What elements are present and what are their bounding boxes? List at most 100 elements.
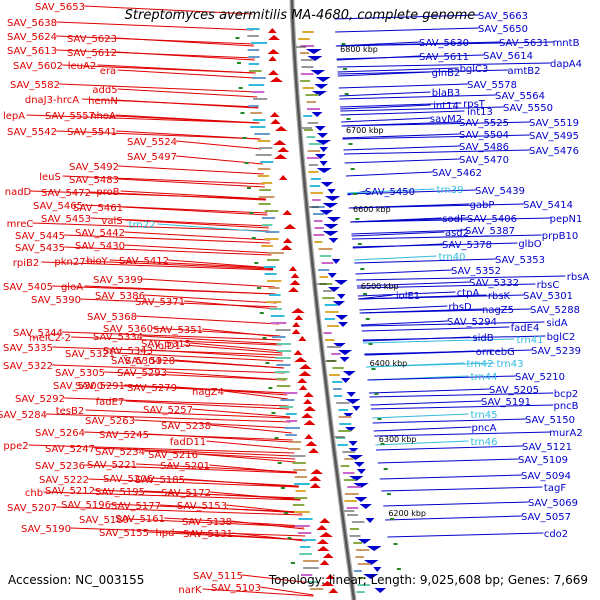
gene-label: SAV_5353 (495, 255, 545, 266)
connector-line (345, 171, 433, 177)
annotation-bar (268, 287, 280, 289)
forward-gene-arrow (268, 70, 279, 75)
gene-label: SAV_5263 (85, 416, 135, 427)
annotation-bar (261, 224, 273, 226)
connector-line (338, 83, 468, 89)
gene-label: SAV_5279 (127, 383, 177, 394)
annotation-bar (298, 38, 310, 40)
gene-label: iolE1 (396, 291, 420, 302)
forward-gene-arrow (325, 574, 335, 579)
annotation-bar (308, 171, 319, 173)
connector-line (97, 64, 256, 74)
gene-label: SAV_5399 (93, 275, 143, 286)
gene-label: iolD1 (155, 341, 181, 352)
forward-gene-arrow (288, 287, 299, 292)
reverse-gene-arrow (333, 343, 346, 348)
gene-label: int14 (433, 101, 459, 112)
forward-gene-arrow (319, 518, 331, 523)
reverse-gene-arrow (337, 350, 353, 355)
gene-label: SAV_5470 (459, 155, 509, 166)
connector-line (164, 517, 304, 527)
connector-line (184, 300, 278, 310)
gene-label: SAV_5057 (521, 512, 571, 523)
connector-line (41, 261, 274, 271)
annotation-bar (306, 108, 320, 110)
annotation-bar (329, 374, 340, 376)
connector-line (337, 62, 551, 68)
trna-label: trn22 (129, 220, 156, 231)
gene-label: SAV_5207 (7, 503, 57, 514)
gene-label: SAV_5196 (61, 500, 111, 511)
annotation-bar (343, 479, 356, 481)
forward-gene-arrow (304, 434, 314, 439)
gene-label: SAV_5465 (33, 201, 83, 212)
reverse-gene-arrow (374, 588, 386, 593)
genome-summary-text: Topology: linear; Length: 9,025,608 bp; … (268, 573, 588, 587)
annotation-bar (327, 325, 339, 327)
forward-gene-arrow (316, 539, 329, 544)
annotation-bar (356, 549, 370, 551)
connector-line (56, 506, 303, 516)
reverse-gene-arrow (327, 287, 340, 292)
annotation-bar (270, 322, 287, 324)
gene-label: SAV_5328 (125, 356, 175, 367)
annotation-bar (258, 196, 275, 198)
annotation-bar (259, 189, 272, 191)
annotation-bar (280, 399, 295, 401)
connector-line (355, 269, 452, 275)
connector-line (367, 375, 516, 381)
connector-line (376, 445, 523, 451)
forward-gene-arrow (270, 119, 281, 124)
connector-line (136, 315, 280, 325)
connector-line (387, 532, 544, 538)
reverse-gene-arrow (359, 504, 372, 509)
connector-line (361, 320, 448, 326)
connector-line (347, 188, 435, 194)
annotation-bar (251, 91, 265, 93)
gene-label: SAV_5334 (93, 332, 143, 343)
connector-line (335, 41, 554, 47)
connector-lines (26, 5, 566, 597)
annotation-bar (303, 115, 313, 117)
annotation-bar (331, 353, 341, 355)
reverse-gene-arrow (315, 140, 332, 145)
annotation-bar (287, 448, 301, 450)
gene-label: SAV_5387 (465, 226, 515, 237)
annotation-bar (313, 213, 325, 215)
gene-label: SAV_5322 (3, 361, 53, 372)
reverse-gene-arrow (342, 371, 356, 376)
gene-label: SAV_5161 (115, 514, 165, 525)
reverse-gene-arrow (324, 196, 341, 201)
annotation-bar (314, 227, 324, 229)
connector-line (337, 69, 509, 75)
annotation-bar (347, 486, 362, 488)
connector-line (118, 165, 264, 175)
connector-line (372, 418, 526, 424)
gene-label: SAV_5190 (21, 524, 71, 535)
connector-line (365, 362, 495, 368)
annotation-bar (266, 259, 280, 261)
gene-label: SAV_5300 (53, 381, 103, 392)
annotation-bar (305, 94, 319, 96)
connector-line (176, 155, 263, 165)
gene-label: SAV_5624 (7, 32, 57, 43)
connector-line (210, 424, 292, 434)
gene-label: SAV_5525 (459, 118, 509, 129)
connector-line (52, 364, 285, 374)
trna-label: trn42 (467, 359, 494, 370)
connector-line (358, 294, 524, 300)
annotation-bar (275, 329, 291, 331)
gene-label: SAV_5542 (7, 127, 57, 138)
forward-gene-arrow (310, 469, 324, 474)
connector-line (374, 431, 551, 437)
annotation-bar (290, 441, 302, 443)
connector-line (183, 344, 283, 354)
annotation-bar (285, 413, 297, 415)
annotation-bar (309, 588, 324, 590)
gene-label: SAV_5483 (69, 175, 119, 186)
annotation-bar (276, 350, 292, 352)
trna-label: trn40 (439, 252, 466, 263)
gene-label: nadD (5, 187, 32, 198)
forward-gene-arrow (298, 385, 308, 390)
reverse-gene-arrow (320, 182, 334, 187)
